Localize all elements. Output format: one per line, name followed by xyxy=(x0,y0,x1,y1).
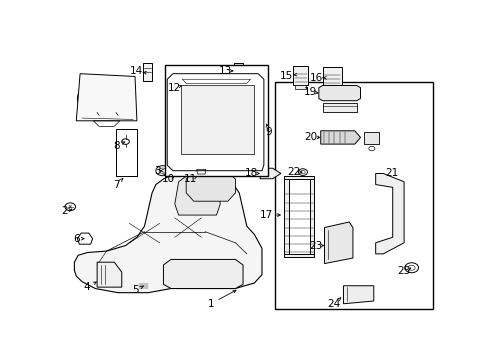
Text: 6: 6 xyxy=(73,234,80,244)
Text: 24: 24 xyxy=(326,299,340,309)
Polygon shape xyxy=(175,174,220,215)
Text: 16: 16 xyxy=(309,73,322,83)
Text: 5: 5 xyxy=(132,285,139,296)
Text: 20: 20 xyxy=(304,132,317,143)
Polygon shape xyxy=(260,168,280,179)
Text: 18: 18 xyxy=(244,168,258,179)
Polygon shape xyxy=(76,74,137,121)
Text: 19: 19 xyxy=(303,87,316,97)
Bar xyxy=(322,67,341,89)
Text: 22: 22 xyxy=(287,167,300,177)
Text: 7: 7 xyxy=(113,180,119,190)
Bar xyxy=(284,176,314,179)
Bar xyxy=(292,66,307,85)
Bar xyxy=(165,66,267,176)
Bar xyxy=(116,129,137,176)
Polygon shape xyxy=(343,286,373,304)
Bar xyxy=(322,103,356,112)
Text: 13: 13 xyxy=(219,66,232,76)
Text: 15: 15 xyxy=(280,71,293,81)
Bar xyxy=(284,254,314,257)
Text: 17: 17 xyxy=(260,210,273,220)
Bar xyxy=(182,78,203,94)
Text: 14: 14 xyxy=(129,67,142,76)
Text: 21: 21 xyxy=(384,168,397,179)
Bar xyxy=(309,176,314,257)
Polygon shape xyxy=(180,85,254,154)
Polygon shape xyxy=(320,131,360,144)
Polygon shape xyxy=(163,260,243,288)
Bar xyxy=(142,63,152,81)
Text: 9: 9 xyxy=(265,127,271,137)
Text: 8: 8 xyxy=(113,141,119,151)
Text: 12: 12 xyxy=(168,82,181,93)
Text: 4: 4 xyxy=(83,282,90,292)
Bar xyxy=(325,89,338,93)
Polygon shape xyxy=(97,262,122,287)
Polygon shape xyxy=(186,172,235,201)
Text: 2: 2 xyxy=(61,206,68,216)
Text: 11: 11 xyxy=(184,174,197,184)
Bar xyxy=(284,176,288,257)
Bar xyxy=(275,82,432,309)
Text: 1: 1 xyxy=(207,299,214,309)
Bar xyxy=(294,85,305,90)
Polygon shape xyxy=(375,174,403,254)
Text: 25: 25 xyxy=(397,266,410,276)
Polygon shape xyxy=(318,85,360,101)
Text: 23: 23 xyxy=(308,240,322,251)
Polygon shape xyxy=(74,169,262,293)
Bar xyxy=(233,63,243,79)
Bar xyxy=(364,132,379,144)
Text: 10: 10 xyxy=(162,174,175,184)
Polygon shape xyxy=(324,222,352,264)
Text: 3: 3 xyxy=(153,166,160,176)
